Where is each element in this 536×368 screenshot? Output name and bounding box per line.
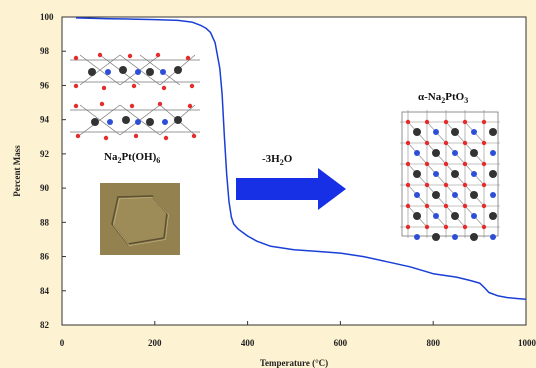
x-tick-label: 400 — [241, 338, 255, 348]
compound-right-label: α-Na2PtO3 — [418, 91, 468, 105]
dehydration-arrow — [236, 168, 346, 210]
x-tick-label: 800 — [426, 338, 440, 348]
x-tick-label: 1000 — [518, 338, 536, 348]
y-tick-label: 96 — [40, 80, 50, 90]
x-axis-ticks: 0 200 400 600 800 1000 — [60, 321, 536, 348]
y-tick-label: 84 — [40, 286, 50, 296]
plot-area — [61, 16, 527, 326]
y-axis-title: Percent Mass — [12, 145, 22, 197]
y-tick-label: 82 — [40, 320, 50, 330]
alpha-na2pto3-structure-illustration — [400, 110, 500, 241]
compound-left-label: Na2Pt(OH)6 — [104, 151, 160, 165]
y-tick-label: 92 — [40, 149, 50, 159]
x-tick-label: 200 — [148, 338, 162, 348]
x-tick-label: 0 — [60, 338, 65, 348]
x-axis-title: Temperature (°C) — [260, 358, 328, 368]
y-tick-label: 98 — [40, 46, 50, 56]
y-axis-ticks: 82 84 86 88 90 92 94 96 98 100 — [40, 12, 66, 330]
y-tick-label: 88 — [40, 217, 50, 227]
y-tick-label: 86 — [40, 252, 50, 262]
y-tick-label: 90 — [40, 183, 50, 193]
tga-curve — [75, 17, 527, 301]
y-tick-label: 100 — [40, 12, 54, 22]
na2pt-oh6-structure-illustration — [70, 52, 200, 141]
series-layer — [75, 17, 527, 301]
crystal-micrograph — [100, 183, 180, 255]
arrow-label: -3H2O — [262, 153, 293, 167]
x-tick-label: 600 — [334, 338, 348, 348]
y-tick-label: 94 — [40, 115, 50, 125]
